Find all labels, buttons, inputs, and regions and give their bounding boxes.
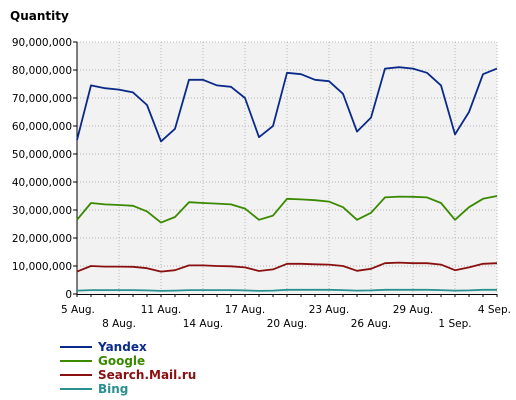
legend-label: Search.Mail.ru bbox=[98, 368, 197, 382]
y-tick-label: 30,000,000 bbox=[12, 205, 72, 217]
legend-item: Yandex bbox=[60, 340, 196, 354]
legend-swatch bbox=[60, 388, 92, 390]
x-tick-label: 20 Aug. bbox=[267, 318, 308, 330]
x-tick-label: 11 Aug. bbox=[141, 304, 182, 316]
series-line-search-mail-ru bbox=[76, 261, 498, 273]
x-tick-label: 23 Aug. bbox=[309, 304, 350, 316]
x-tick-label: 26 Aug. bbox=[351, 318, 392, 330]
series-lines bbox=[76, 66, 498, 292]
legend-item: Search.Mail.ru bbox=[60, 368, 196, 382]
legend-swatch bbox=[60, 360, 92, 362]
y-tick-label: 10,000,000 bbox=[12, 261, 72, 273]
x-tick-label: 17 Aug. bbox=[225, 304, 266, 316]
series-line-bing bbox=[76, 288, 497, 292]
x-tick-label: 5 Aug. bbox=[61, 304, 95, 316]
y-tick-label: 0 bbox=[65, 289, 72, 301]
x-tick-label: 4 Sep. bbox=[478, 304, 511, 316]
legend-item: Bing bbox=[60, 382, 196, 396]
legend: Yandex Google Search.Mail.ru Bing bbox=[60, 340, 196, 396]
series-line-yandex bbox=[76, 66, 498, 143]
legend-label: Bing bbox=[98, 382, 129, 396]
x-tick-label: 14 Aug. bbox=[183, 318, 224, 330]
y-tick-labels: 0 10,000,000 20,000,000 30,000,000 40,000,00… bbox=[12, 37, 77, 301]
y-tick-label: 90,000,000 bbox=[12, 37, 72, 49]
legend-swatch bbox=[60, 374, 92, 376]
legend-label: Google bbox=[98, 354, 146, 368]
x-tick-label: 1 Sep. bbox=[438, 318, 471, 330]
x-tick-labels: 5 Aug. 11 Aug. 17 Aug. 23 Aug. 29 Aug. 4 Sep.… bbox=[61, 294, 511, 330]
y-tick-label: 60,000,000 bbox=[12, 121, 72, 133]
y-tick-label: 20,000,000 bbox=[12, 233, 72, 245]
y-tick-label: 50,000,000 bbox=[12, 149, 72, 161]
x-tick-label: 8 Aug. bbox=[102, 318, 136, 330]
y-tick-label: 80,000,000 bbox=[12, 65, 72, 77]
legend-label: Yandex bbox=[98, 340, 147, 354]
x-tick-label: 29 Aug. bbox=[393, 304, 434, 316]
y-tick-label: 40,000,000 bbox=[12, 177, 72, 189]
series-line-google bbox=[76, 195, 498, 224]
legend-swatch bbox=[60, 346, 92, 348]
line-chart: 0 10,000,000 20,000,000 30,000,000 40,000,00… bbox=[12, 37, 511, 330]
y-tick-label: 70,000,000 bbox=[12, 93, 72, 105]
legend-item: Google bbox=[60, 354, 196, 368]
y-axis-title: Quantity bbox=[10, 9, 69, 23]
